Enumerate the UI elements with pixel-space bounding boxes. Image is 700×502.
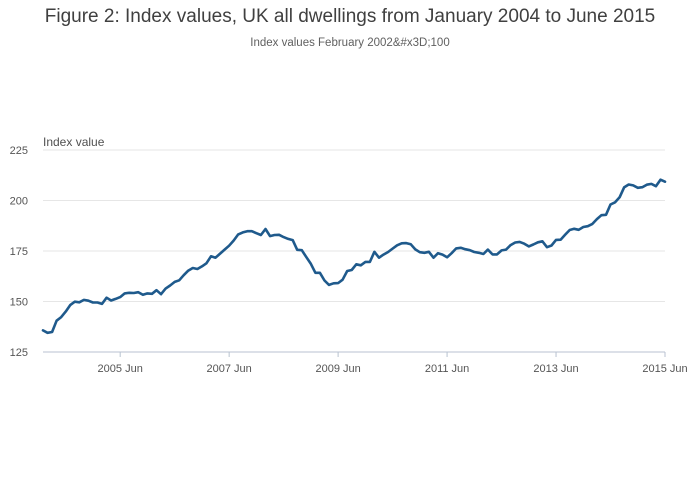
x-tick-label: 2015 Jun [642,363,687,375]
y-tick-label: 200 [10,196,28,208]
chart-subtitle: Index values February 2002&#x3D;100 [250,37,450,49]
x-tick-label: 2007 Jun [207,363,252,375]
grid-lines [43,149,665,353]
y-tick-label: 150 [10,297,28,309]
y-tick-label: 125 [10,347,28,359]
y-tick-label: 225 [10,145,28,157]
series-layer [41,178,667,335]
series-line [41,178,667,335]
axes: 125 150 175 200 225 2005 Jun 2007 Jun 2009 Jun 2… [10,145,688,375]
x-tick-label: 2013 Jun [533,363,578,375]
x-tick-label: 2011 Jun [425,363,469,375]
y-tick-label: 175 [10,246,28,258]
chart-title: Figure 2: Index values, UK all dwellings… [44,6,656,27]
x-tick-label: 2005 Jun [98,363,143,375]
y-axis-label: Index value [43,135,105,149]
x-tick-label: 2009 Jun [315,363,360,375]
